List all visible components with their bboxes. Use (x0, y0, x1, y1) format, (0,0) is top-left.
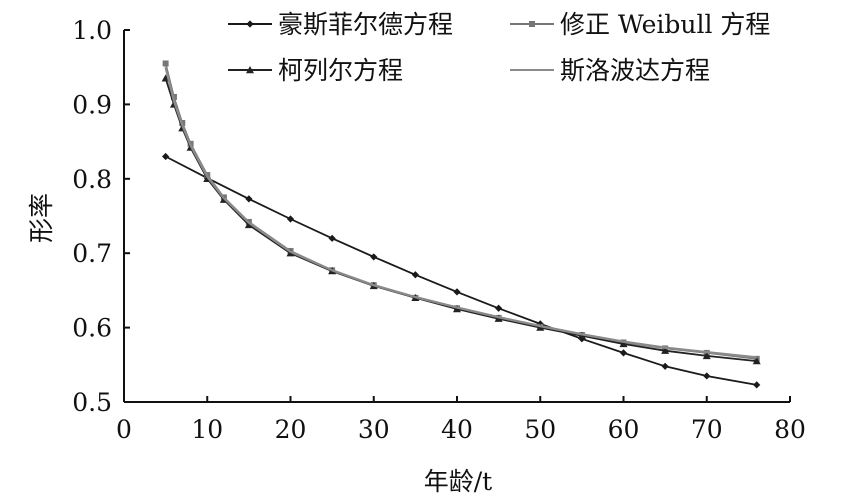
data-point (619, 339, 628, 348)
data-point (286, 215, 295, 223)
data-point (661, 346, 670, 354)
x-tick-label: 0 (116, 415, 132, 444)
legend-label: 斯洛波达方程 (560, 56, 710, 85)
legend-swatch-marker (246, 20, 254, 28)
data-point (328, 234, 336, 242)
data-point (752, 357, 761, 365)
series-2 (162, 60, 760, 362)
data-point (661, 362, 669, 370)
x-tick-label: 50 (524, 415, 556, 444)
legend-label: 修正 Weibull 方程 (560, 10, 770, 39)
data-point (162, 152, 170, 161)
y-tick-label: 1.0 (72, 16, 112, 45)
y-axis-label: 形率 (27, 193, 56, 243)
legend-item-3: 柯列尔方程 (228, 56, 403, 85)
legend-swatch-marker (246, 66, 254, 74)
x-tick-label: 30 (358, 415, 390, 444)
x-tick-label: 80 (774, 415, 806, 444)
y-tick-label: 0.8 (72, 165, 112, 194)
y-tick-label: 0.5 (72, 388, 112, 417)
legend-label: 柯列尔方程 (278, 56, 403, 85)
x-axis-label: 年龄/t (424, 467, 492, 496)
legend-swatch-marker (529, 21, 535, 27)
data-point (619, 349, 628, 357)
data-point (411, 271, 419, 279)
data-point (245, 195, 253, 203)
legend-label: 豪斯菲尔德方程 (278, 10, 453, 39)
legend-item-4: 斯洛波达方程 (510, 56, 710, 85)
data-point (370, 253, 378, 261)
data-point (753, 381, 761, 389)
data-point (244, 220, 253, 229)
legend-item-2: 修正 Weibull 方程 (510, 10, 770, 39)
series-line (164, 78, 757, 362)
series-line (164, 66, 757, 359)
y-tick-label: 0.9 (72, 90, 112, 119)
x-tick-label: 70 (691, 415, 723, 444)
x-tick-label: 20 (275, 415, 307, 444)
data-point (702, 351, 711, 360)
data-point (495, 304, 503, 312)
axes: 0 10 20 30 40 50 60 70 80 0.5 0.6 0.7 0.8 0.9 1.0 (72, 16, 806, 444)
data-point (162, 60, 169, 67)
series-line (164, 63, 757, 360)
x-tick-label: 40 (441, 415, 473, 444)
series-1 (162, 152, 761, 389)
data-point (703, 372, 711, 380)
y-tick-label: 0.7 (72, 239, 112, 268)
data-point (453, 288, 461, 296)
y-tick-label: 0.6 (72, 314, 112, 343)
series-layer (161, 60, 761, 389)
x-tick-label: 10 (191, 415, 223, 444)
x-tick-label: 60 (608, 415, 640, 444)
series-4 (164, 66, 757, 359)
legend-item-1: 豪斯菲尔德方程 (228, 10, 453, 39)
